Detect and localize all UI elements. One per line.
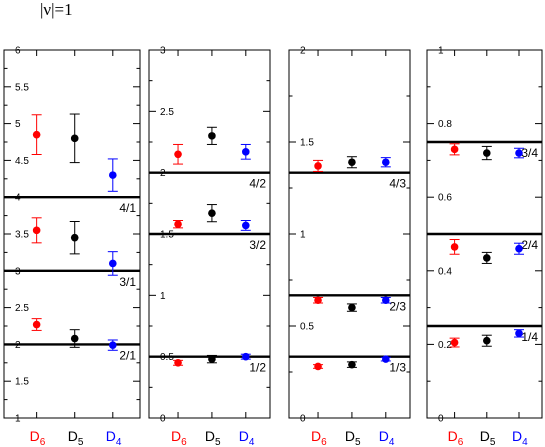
data-point xyxy=(382,296,390,305)
y-tick-label: 0.4 xyxy=(438,266,452,277)
data-point xyxy=(483,254,491,262)
chart-title: |ν|=1 xyxy=(40,0,73,19)
data-point xyxy=(242,148,250,156)
category-label: D4 xyxy=(379,428,395,447)
category-label: D6 xyxy=(171,428,187,447)
y-tick-label: 0 xyxy=(160,414,166,425)
reference-line-label: 3/4 xyxy=(521,146,538,160)
y-tick-label: 3 xyxy=(160,46,166,57)
y-tick-label: 0.6 xyxy=(438,193,452,204)
y-tick-label: 1.5 xyxy=(15,377,29,388)
data-point xyxy=(208,355,216,363)
data-point xyxy=(348,158,356,167)
y-tick-label: 0.5 xyxy=(300,322,314,333)
data-point xyxy=(242,221,250,230)
data-point xyxy=(174,150,182,159)
category-label: D5 xyxy=(68,428,84,447)
data-point xyxy=(208,209,216,217)
chart-panel-3: 0 0.5 1 1.5 2 4/3 2/3 1/3 D6 D5 D4 xyxy=(288,46,411,447)
data-point xyxy=(382,158,390,167)
reference-line-label: 1/4 xyxy=(521,330,538,344)
category-label: D6 xyxy=(30,428,46,447)
data-point xyxy=(515,244,523,253)
reference-line-label: 1/2 xyxy=(249,361,266,375)
y-tick-label: 0 xyxy=(438,414,444,425)
data-point xyxy=(314,362,322,371)
y-tick-label: 1 xyxy=(15,414,21,425)
data-point xyxy=(450,338,459,347)
data-point xyxy=(32,130,41,139)
data-point xyxy=(174,220,182,228)
data-point xyxy=(314,296,322,305)
category-label: D5 xyxy=(345,428,361,447)
category-label: D5 xyxy=(205,428,221,447)
data-point xyxy=(450,243,459,251)
reference-line-label: 4/3 xyxy=(389,177,406,191)
category-label: D4 xyxy=(106,428,122,447)
data-point xyxy=(32,226,41,235)
category-label: D6 xyxy=(448,428,464,447)
y-tick-label: 0.8 xyxy=(438,119,452,130)
y-tick-label: 2.5 xyxy=(160,107,174,118)
y-tick-label: 2 xyxy=(300,46,306,57)
y-tick-label: 5 xyxy=(15,119,21,130)
reference-line-label: 4/2 xyxy=(249,177,266,191)
y-tick-label: 1 xyxy=(300,230,306,241)
data-point xyxy=(242,352,250,361)
chart-panel-4: 0 0.2 0.4 0.6 0.8 1 3/4 2/4 1/4 D6 D5 D4 xyxy=(426,46,543,447)
data-point xyxy=(348,303,356,312)
data-point xyxy=(483,149,491,157)
reference-line-label: 4/1 xyxy=(119,201,136,215)
reference-line-label: 1/3 xyxy=(389,361,406,375)
data-point xyxy=(450,145,459,154)
y-tick-label: 1.5 xyxy=(300,138,314,149)
y-tick-label: 1 xyxy=(160,291,166,302)
data-point xyxy=(515,149,523,157)
category-label: D5 xyxy=(480,428,496,447)
data-point xyxy=(109,259,117,268)
data-point xyxy=(70,134,79,143)
data-point xyxy=(314,162,322,170)
data-point xyxy=(174,359,182,367)
data-point xyxy=(515,329,523,338)
reference-line-label: 2/3 xyxy=(389,299,406,313)
data-point xyxy=(483,336,491,345)
data-point xyxy=(208,132,216,140)
data-point xyxy=(70,334,79,343)
y-tick-label: 5.5 xyxy=(15,82,29,93)
category-label: D4 xyxy=(512,428,528,447)
data-point xyxy=(109,341,117,349)
y-tick-label: 0.2 xyxy=(438,340,452,351)
y-tick-label: 4.5 xyxy=(15,156,29,167)
reference-line-label: 2/4 xyxy=(521,238,538,252)
data-point xyxy=(109,171,117,179)
data-point xyxy=(70,233,79,242)
data-point xyxy=(348,360,356,369)
category-label: D6 xyxy=(311,428,327,447)
category-label: D4 xyxy=(239,428,255,447)
reference-line-label: 2/1 xyxy=(119,348,136,362)
data-point xyxy=(32,320,41,329)
data-point xyxy=(382,355,390,363)
y-tick-label: 3.5 xyxy=(15,230,29,241)
y-tick-label: 2.5 xyxy=(15,303,29,314)
reference-line-label: 3/1 xyxy=(119,275,136,289)
y-tick-label: 6 xyxy=(15,46,21,57)
y-tick-label: 1 xyxy=(438,46,444,57)
y-tick-label: 0 xyxy=(300,414,306,425)
reference-line-label: 3/2 xyxy=(249,238,266,252)
